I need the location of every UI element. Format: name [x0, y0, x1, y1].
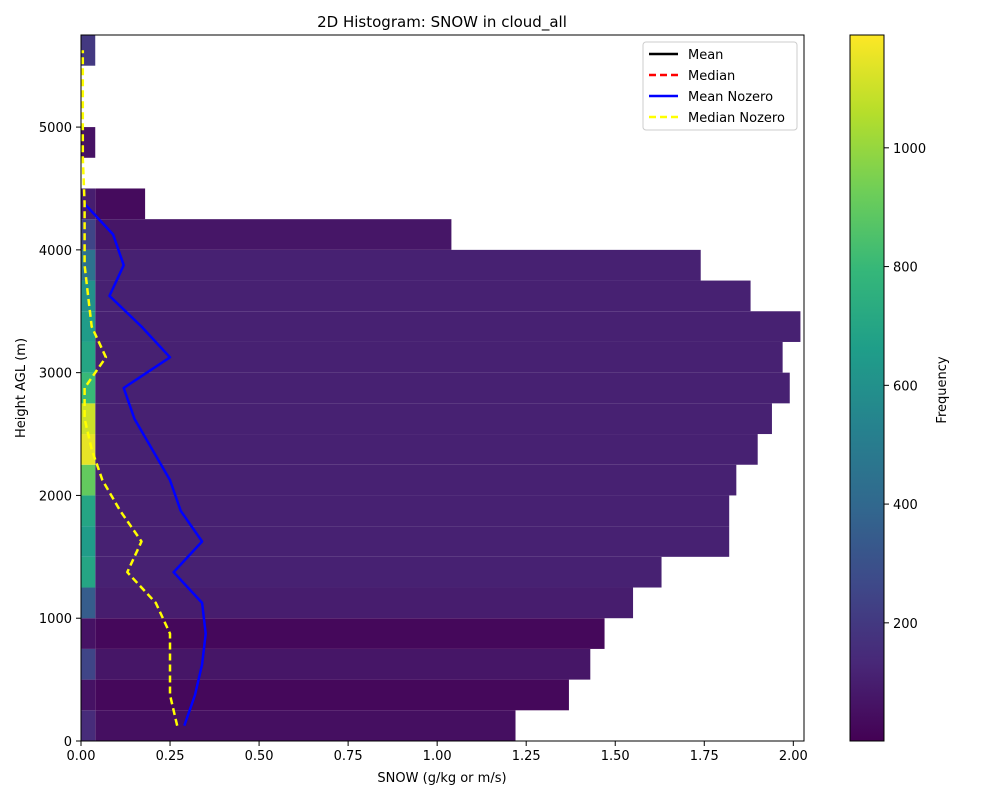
y-tick-label: 4000	[39, 244, 72, 259]
y-tick-label: 2000	[39, 489, 72, 504]
heatmap-row	[95, 679, 569, 711]
heatmap-cell	[81, 464, 96, 496]
series-line	[83, 202, 207, 727]
heatmap-row	[95, 495, 730, 527]
heatmap-cell	[81, 35, 96, 66]
y-tick-label: 0	[64, 735, 72, 750]
x-tick-label: 0.00	[67, 749, 96, 764]
heatmap-row	[95, 556, 662, 588]
heatmap-cell	[81, 648, 96, 680]
heatmap-row	[95, 526, 730, 557]
y-axis-label: Height AGL (m)	[14, 338, 29, 438]
legend: Mean Median Mean Nozero Median Nozero	[642, 41, 798, 131]
series-line	[81, 50, 179, 726]
y-tick-label: 3000	[39, 367, 72, 382]
heatmap-cell	[81, 372, 96, 404]
heatmap-row	[95, 219, 452, 250]
heatmap-row	[95, 587, 634, 619]
colorbar-gradient	[849, 34, 885, 742]
y-axis: 0 1000 2000 3000 4000 5000	[39, 121, 81, 750]
legend-label: Median Nozero	[688, 111, 785, 126]
x-tick-label: 0.75	[334, 749, 363, 764]
x-tick-label: 1.25	[512, 749, 541, 764]
heatmap-cell	[81, 526, 96, 557]
y-tick-label: 1000	[39, 612, 72, 627]
colorbar-tick-label: 200	[893, 617, 918, 632]
x-tick-label: 0.25	[156, 749, 185, 764]
legend-label: Mean	[688, 48, 723, 63]
heatmap-row	[95, 311, 801, 342]
heatmap-cell	[81, 679, 96, 711]
plot-frame	[80, 34, 805, 742]
colorbar-tick-label: 800	[893, 261, 918, 276]
heatmap-row	[95, 372, 790, 404]
x-tick-label: 1.75	[690, 749, 719, 764]
heatmap-row	[95, 710, 516, 741]
colorbar-tick-label: 600	[893, 379, 918, 394]
heatmap-cell	[81, 587, 96, 619]
x-tick-label: 2.00	[779, 749, 808, 764]
statistic-lines	[81, 50, 207, 727]
heatmap-cell	[81, 219, 96, 250]
chart-title: 2D Histogram: SNOW in cloud_all	[317, 13, 567, 32]
x-tick-label: 0.50	[245, 749, 274, 764]
x-tick-label: 1.50	[601, 749, 630, 764]
heatmap-cell	[81, 280, 96, 312]
heatmap-row	[95, 618, 605, 649]
heatmap-cell	[81, 403, 96, 435]
heatmap-cell	[81, 710, 96, 741]
x-axis-label: SNOW (g/kg or m/s)	[377, 771, 506, 786]
heatmap-cell	[81, 618, 96, 649]
heatmap-cell	[81, 556, 96, 588]
heatmap-cell	[81, 495, 96, 527]
heatmap-cell	[81, 341, 96, 373]
colorbar-label: Frequency	[935, 356, 950, 423]
heatmap-row	[95, 648, 591, 680]
heatmap-row	[95, 341, 783, 373]
heatmap-row	[95, 434, 758, 465]
y-tick-label: 5000	[39, 121, 72, 136]
colorbar-tick-label: 1000	[893, 142, 926, 157]
x-tick-label: 1.00	[423, 749, 452, 764]
colorbar: 200 400 600 800 1000 Frequency	[849, 34, 950, 742]
heatmap-row	[95, 249, 701, 281]
heatmap-row	[95, 188, 146, 220]
heatmap-cell	[81, 434, 96, 465]
legend-box	[642, 41, 798, 131]
heatmap-cell	[81, 249, 96, 281]
heatmap	[81, 35, 801, 741]
x-axis: 0.00 0.25 0.50 0.75 1.00 1.25 1.50 1.75 2.00	[67, 741, 808, 764]
heatmap-row	[95, 464, 737, 496]
heatmap-cell	[81, 311, 96, 342]
colorbar-tick-label: 400	[893, 498, 918, 513]
legend-label: Median	[688, 69, 735, 84]
heatmap-row	[95, 403, 772, 435]
heatmap-cell	[81, 127, 96, 158]
legend-label: Mean Nozero	[688, 90, 773, 105]
heatmap-row	[95, 280, 751, 312]
